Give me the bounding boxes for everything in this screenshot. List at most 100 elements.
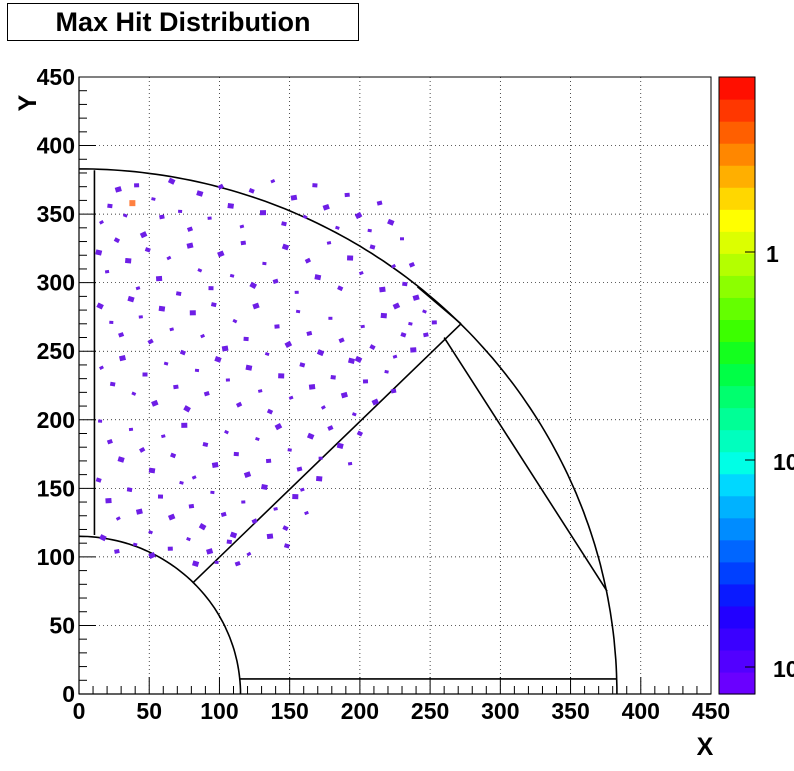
- x-tick-label: 400: [622, 698, 660, 724]
- x-tick-label: 150: [270, 698, 308, 724]
- x-tick-label: 450: [692, 698, 730, 724]
- hit-marker: [210, 302, 217, 308]
- hit-marker: [191, 475, 197, 480]
- colorbar-swatch: [719, 209, 755, 232]
- hit-marker: [336, 442, 344, 449]
- hit-marker: [337, 285, 344, 292]
- hit-marker: [262, 261, 267, 266]
- hit-marker: [295, 309, 301, 314]
- hit-marker: [117, 456, 125, 463]
- hit-marker: [287, 448, 292, 452]
- hit-marker: [148, 530, 154, 535]
- hit-marker: [400, 237, 404, 241]
- colorbar-swatch: [719, 231, 755, 254]
- hit-marker: [330, 375, 336, 380]
- hit-marker: [181, 422, 188, 428]
- color-scale-bar: 1 10 10: [718, 76, 794, 695]
- hit-marker: [109, 381, 116, 387]
- y-tick-label: 250: [37, 338, 75, 364]
- colorbar-swatch: [719, 605, 755, 629]
- colorbar-frame: [718, 76, 756, 695]
- diagonal-cap: [416, 286, 462, 325]
- hit-marker: [99, 365, 104, 370]
- colorbar-swatch: [719, 253, 755, 276]
- hit-marker: [390, 388, 397, 394]
- colorbar-swatch: [719, 671, 755, 695]
- hit-marker: [367, 228, 372, 233]
- colorbar-swatch: [719, 341, 755, 365]
- y-tick-label: 350: [37, 201, 75, 227]
- hit-marker: [194, 368, 200, 373]
- colorbar-swatch: [719, 473, 755, 497]
- colorbar-swatch: [719, 143, 755, 166]
- hit-marker: [315, 475, 323, 482]
- colorbar-swatch: [719, 121, 755, 144]
- plot-frame: [78, 76, 712, 695]
- hit-marker: [245, 364, 253, 371]
- hit-marker: [260, 483, 268, 491]
- hit-marker: [251, 518, 258, 525]
- colorbar-swatch: [719, 451, 755, 475]
- hit-marker: [281, 243, 290, 251]
- y-tick-label: 300: [37, 270, 75, 296]
- hit-marker: [344, 192, 350, 198]
- hit-marker: [351, 412, 357, 417]
- hit-marker: [347, 357, 356, 364]
- hit-marker: [122, 213, 128, 218]
- hit-marker: [308, 384, 316, 390]
- hit-marker: [99, 534, 107, 542]
- grid-lines: [79, 77, 711, 694]
- hit-marker: [148, 551, 156, 560]
- hit-marker: [167, 177, 176, 185]
- hit-marker: [119, 354, 126, 362]
- hit-marker: [232, 318, 238, 324]
- hit-marker: [163, 361, 169, 366]
- hit-marker: [221, 345, 229, 352]
- hit-marker: [347, 461, 353, 466]
- hit-marker: [354, 211, 363, 220]
- hit-marker: [410, 347, 417, 353]
- hit-marker: [135, 286, 141, 291]
- hit-marker: [134, 183, 140, 188]
- hit-marker: [235, 401, 243, 408]
- hit-marker: [139, 446, 146, 453]
- hit-marker: [294, 290, 299, 294]
- colorbar-swatch: [719, 627, 755, 651]
- hit-marker: [283, 543, 290, 549]
- hit-marker: [188, 503, 195, 509]
- hit-marker: [183, 405, 191, 413]
- hit-marker: [226, 539, 233, 545]
- hit-marker: [203, 391, 210, 397]
- hit-marker: [173, 384, 179, 390]
- hit-marker: [106, 438, 113, 445]
- hit-marker: [266, 408, 274, 415]
- colorbar-swatch: [719, 319, 755, 343]
- hit-marker: [278, 373, 285, 379]
- hit-marker: [249, 281, 258, 290]
- hit-marker: [274, 324, 280, 329]
- hit-marker: [214, 356, 222, 363]
- hit-marker: [356, 430, 364, 437]
- hit-marker: [257, 389, 263, 393]
- hit-marker-high: [129, 200, 136, 207]
- hit-marker: [208, 286, 214, 291]
- hit-marker: [338, 337, 345, 344]
- hit-marker: [234, 560, 241, 567]
- hit-marker: [284, 340, 293, 349]
- hit-marker: [127, 295, 135, 303]
- colorbar-swatch: [719, 583, 755, 607]
- hit-marker: [290, 194, 298, 201]
- hit-marker: [196, 190, 204, 197]
- hit-marker: [314, 274, 322, 281]
- hit-marker: [114, 186, 122, 193]
- hit-marker: [131, 391, 137, 396]
- hit-marker: [217, 183, 224, 190]
- hit-marker: [412, 294, 420, 301]
- hit-marker: [107, 203, 113, 209]
- hit-marker: [264, 351, 270, 357]
- hit-marker: [358, 270, 364, 276]
- hit-marker: [207, 216, 212, 220]
- hit-marker: [225, 378, 230, 382]
- hit-marker: [167, 546, 173, 551]
